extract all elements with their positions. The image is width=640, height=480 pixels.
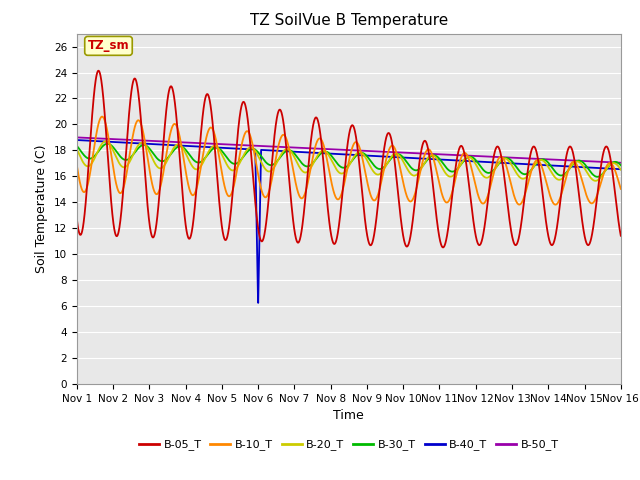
- B-05_T: [617, 233, 625, 239]
- B-50_T: [73, 134, 81, 140]
- B-30_T: [168, 151, 175, 156]
- X-axis label: Time: Time: [333, 409, 364, 422]
- B-40_T: [167, 142, 175, 148]
- B-20_T: [102, 138, 109, 144]
- B-10_T: [607, 160, 614, 166]
- B-30_T: [135, 144, 143, 150]
- Line: B-30_T: B-30_T: [77, 144, 621, 177]
- B-20_T: [135, 142, 143, 147]
- B-05_T: [439, 244, 447, 250]
- B-30_T: [104, 141, 111, 146]
- B-40_T: [305, 150, 313, 156]
- B-10_T: [168, 127, 175, 132]
- B-40_T: [617, 167, 625, 172]
- Text: TZ_sm: TZ_sm: [88, 39, 129, 52]
- B-50_T: [606, 159, 614, 165]
- B-40_T: [548, 163, 556, 168]
- B-05_T: [305, 154, 313, 160]
- Line: B-50_T: B-50_T: [77, 137, 621, 163]
- B-40_T: [135, 141, 143, 146]
- B-20_T: [607, 161, 614, 167]
- B-10_T: [305, 173, 313, 179]
- B-20_T: [305, 167, 313, 173]
- Line: B-40_T: B-40_T: [77, 140, 621, 303]
- B-05_T: [95, 68, 102, 73]
- B-30_T: [607, 161, 614, 167]
- Y-axis label: Soil Temperature (C): Soil Temperature (C): [35, 144, 48, 273]
- B-40_T: [282, 148, 289, 154]
- B-30_T: [548, 164, 556, 170]
- Line: B-10_T: B-10_T: [77, 117, 621, 204]
- B-05_T: [73, 216, 81, 222]
- B-10_T: [552, 202, 559, 207]
- B-50_T: [617, 160, 625, 166]
- Line: B-05_T: B-05_T: [77, 71, 621, 247]
- B-40_T: [73, 137, 81, 143]
- B-05_T: [282, 137, 289, 143]
- B-10_T: [98, 114, 106, 120]
- B-30_T: [73, 143, 81, 149]
- B-05_T: [548, 242, 556, 248]
- B-05_T: [607, 156, 614, 162]
- B-10_T: [73, 162, 81, 168]
- B-50_T: [548, 156, 556, 162]
- B-50_T: [167, 139, 175, 144]
- Legend: B-05_T, B-10_T, B-20_T, B-30_T, B-40_T, B-50_T: B-05_T, B-10_T, B-20_T, B-30_T, B-40_T, …: [134, 435, 563, 455]
- B-10_T: [617, 186, 625, 192]
- Line: B-20_T: B-20_T: [77, 141, 621, 181]
- B-20_T: [592, 178, 600, 184]
- B-50_T: [282, 144, 289, 150]
- B-20_T: [548, 170, 556, 176]
- B-10_T: [135, 118, 143, 123]
- B-30_T: [617, 162, 625, 168]
- B-30_T: [305, 163, 313, 169]
- B-05_T: [168, 84, 175, 89]
- B-40_T: [607, 166, 614, 171]
- B-20_T: [73, 146, 81, 152]
- B-50_T: [305, 145, 313, 151]
- B-20_T: [282, 146, 289, 152]
- B-20_T: [168, 149, 175, 155]
- B-30_T: [282, 148, 289, 154]
- B-50_T: [135, 137, 143, 143]
- B-40_T: [254, 300, 262, 306]
- B-20_T: [617, 167, 625, 172]
- B-10_T: [548, 197, 556, 203]
- B-30_T: [593, 174, 601, 180]
- B-10_T: [282, 134, 289, 140]
- Title: TZ SoilVue B Temperature: TZ SoilVue B Temperature: [250, 13, 448, 28]
- B-05_T: [135, 96, 143, 102]
